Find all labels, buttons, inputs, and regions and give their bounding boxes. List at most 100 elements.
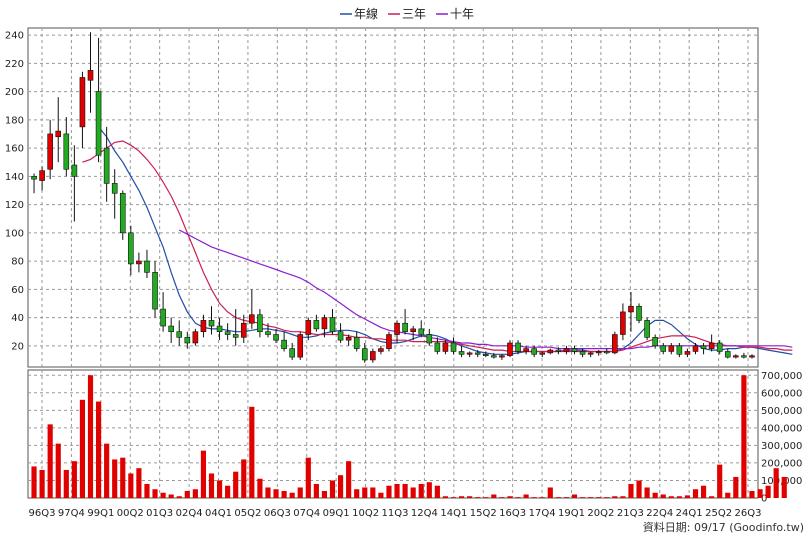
candle	[555, 347, 562, 355]
volume-panel-frame	[27, 369, 759, 499]
candle-body-up	[547, 349, 554, 354]
candle-body-down	[31, 176, 37, 180]
candle	[507, 340, 513, 358]
volume-bar	[152, 489, 158, 498]
candle-body-down	[571, 348, 578, 352]
candle-body-up	[249, 314, 255, 324]
candle	[370, 348, 376, 363]
candle-body-up	[87, 70, 94, 81]
volume-bar	[241, 459, 247, 498]
candle-body-up	[708, 342, 715, 349]
candle-body-down	[232, 334, 239, 338]
time-tick-label: 99Q1	[87, 508, 114, 519]
volume-bar	[660, 494, 666, 498]
candle-body-up	[378, 348, 384, 352]
candle	[668, 342, 675, 355]
price-tick-label: 100	[5, 228, 24, 239]
volume-bar	[112, 459, 118, 498]
candle-body-up	[305, 320, 312, 335]
time-tick-label: 19Q1	[558, 508, 585, 519]
candle	[684, 348, 691, 358]
candle	[305, 317, 312, 341]
candle-body-up	[79, 77, 86, 128]
price-axis: 20 40 60 80 100 120 140 160 180 200 220 240	[5, 31, 24, 353]
candle	[31, 173, 37, 194]
volume-bar	[378, 492, 384, 498]
candle	[321, 314, 328, 338]
volume-bar	[394, 483, 400, 498]
volume-bar	[208, 473, 215, 498]
volume-bar	[467, 496, 473, 498]
candle-body-up	[321, 317, 328, 330]
candle	[547, 348, 554, 355]
volume-bar	[281, 490, 287, 498]
volume-bar	[604, 497, 610, 498]
candle	[361, 342, 368, 363]
time-tick-label: 26Q3	[735, 508, 762, 519]
volume-bar	[475, 497, 481, 498]
candle	[571, 345, 578, 355]
volume-bar	[757, 489, 763, 498]
candle-body-down	[119, 192, 126, 234]
volume-bar	[781, 476, 787, 498]
candle	[289, 342, 295, 360]
price-panel-frame	[27, 27, 759, 368]
candle	[418, 320, 425, 338]
volume-bar	[507, 496, 513, 498]
candle-body-down	[482, 353, 489, 357]
candle	[595, 350, 602, 356]
legend-label-ten-year: 十年	[450, 7, 474, 21]
candle	[531, 345, 537, 358]
candle	[652, 334, 658, 349]
volume-bar	[733, 476, 739, 498]
volume-bar	[225, 485, 231, 498]
price-tick-label: 80	[11, 257, 24, 268]
volume-bar	[596, 497, 602, 498]
volume-bar	[305, 457, 311, 498]
candle	[491, 352, 497, 359]
volume-bar	[168, 494, 174, 498]
candle	[450, 337, 457, 355]
candle	[378, 345, 384, 355]
volume-bar	[410, 487, 416, 498]
candle-body-up	[733, 355, 739, 358]
candle-body-up	[692, 345, 699, 352]
candle	[313, 314, 320, 332]
candle-body-up	[200, 320, 207, 332]
candle	[563, 345, 570, 355]
candle	[692, 342, 699, 355]
candle-body-up	[386, 334, 392, 349]
candle-body-down	[636, 305, 642, 321]
candle	[386, 331, 392, 352]
volume-bar	[684, 495, 691, 498]
candle	[265, 323, 271, 338]
volume-bar	[337, 475, 344, 498]
candle-body-down	[329, 317, 336, 332]
volume-tick-label: 0	[761, 494, 767, 505]
candle-body-down	[111, 183, 118, 194]
candle	[55, 97, 62, 163]
price-tick-label: 120	[5, 200, 24, 211]
volume-bar	[160, 492, 166, 498]
volume-bar	[426, 482, 432, 498]
volume-bar	[176, 496, 182, 498]
volume-bar	[588, 497, 594, 498]
volume-bar	[257, 478, 263, 498]
volume-tick-label: 600,000	[761, 388, 802, 399]
volume-bar	[329, 480, 336, 498]
candle-body-up	[47, 133, 53, 170]
time-tick-label: 25Q2	[705, 508, 732, 519]
candle	[249, 289, 255, 329]
candle	[676, 342, 683, 358]
price-tick-label: 140	[5, 172, 24, 183]
volume-bar	[63, 469, 69, 498]
volume-tick-label: 200,000	[761, 458, 802, 469]
volume-bar	[458, 496, 465, 498]
candle	[192, 328, 199, 346]
candle-body-down	[257, 314, 263, 332]
candle-body-down	[281, 339, 287, 349]
candle	[620, 303, 626, 341]
candle	[337, 323, 344, 343]
candle-body-up	[523, 348, 529, 352]
